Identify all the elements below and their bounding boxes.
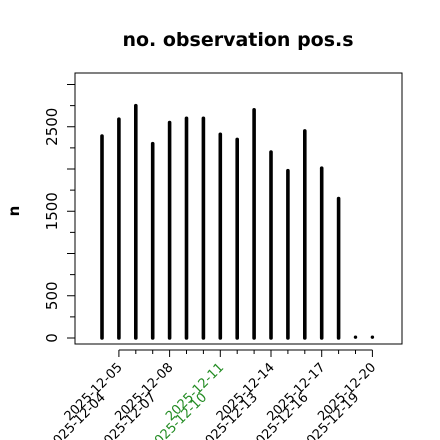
y-tick-label: 1500 [43,192,61,230]
bar-2025-12-19 [353,335,358,339]
y-tick-label: 500 [43,281,61,310]
y-tick-label: 2500 [43,108,61,146]
x-axis: 2025-12-042025-12-052025-12-072025-12-08… [45,349,379,440]
y-axis-label: n [5,206,23,217]
y-axis: 0 500 1500 2500 [43,84,76,343]
bar-2025-12-20 [370,335,375,339]
y-tick-label: 0 [43,333,61,343]
chart-title: no. observation pos.s [122,29,353,51]
bars [100,103,375,340]
